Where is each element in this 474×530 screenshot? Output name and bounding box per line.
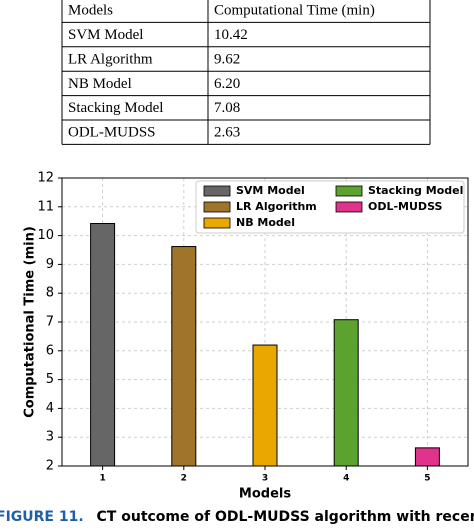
- caption-label: FIGURE 11.: [0, 509, 84, 525]
- legend-label: LR Algorithm: [236, 200, 317, 213]
- legend-swatch: [335, 201, 363, 213]
- plot-frame: [61, 177, 469, 467]
- table-cell: Stacking Model: [68, 100, 163, 116]
- x-tick-label: 5: [424, 474, 430, 484]
- x-tick-label: 3: [262, 474, 268, 484]
- bar: [171, 246, 197, 467]
- x-axis-label: Models: [239, 487, 291, 502]
- legend-label: NB Model: [236, 216, 295, 229]
- x-tick-label: 1: [99, 474, 105, 484]
- legend-label: ODL-MUDSS: [368, 200, 442, 213]
- x-tick-label: 2: [181, 474, 187, 484]
- table-header: Computational Time (min): [214, 3, 375, 19]
- table-cell: ODL-MUDSS: [68, 125, 156, 141]
- table-cell: LR Algorithm: [68, 51, 153, 67]
- legend-swatch: [203, 185, 231, 197]
- y-tick-label: 7: [46, 315, 54, 330]
- legend-swatch: [203, 217, 231, 229]
- legend-box: [195, 180, 465, 234]
- y-tick-label: 12: [37, 171, 54, 186]
- bar: [90, 223, 116, 467]
- y-tick-label: 2: [46, 459, 54, 474]
- table-cell: 2.63: [214, 125, 240, 141]
- bar: [333, 319, 359, 467]
- y-tick-label: 11: [37, 199, 54, 214]
- caption: FIGURE 11. CT outcome of ODL-MUDSS algor…: [0, 509, 474, 525]
- x-tick-label: 4: [343, 474, 349, 484]
- bar: [252, 344, 278, 467]
- table-cell: SVM Model: [68, 27, 143, 43]
- table-cell: NB Model: [68, 76, 132, 92]
- y-tick-label: 4: [46, 401, 54, 416]
- legend-label: SVM Model: [236, 184, 305, 197]
- legend-swatch: [335, 185, 363, 197]
- y-tick-label: 6: [46, 343, 54, 358]
- table-cell: 10.42: [214, 27, 248, 43]
- legend-label: Stacking Model: [368, 184, 463, 197]
- table-cell: 9.62: [214, 51, 240, 67]
- table-cell: 6.20: [214, 76, 240, 92]
- table: Models Computational Time (min) SVM Model 1…: [61, 0, 431, 145]
- table-cell: 7.08: [214, 100, 240, 116]
- legend-swatch: [203, 201, 231, 213]
- y-tick-label: 8: [46, 286, 54, 301]
- y-tick-label: 10: [37, 228, 54, 243]
- y-tick-label: 3: [46, 430, 54, 445]
- y-tick-label: 5: [46, 372, 54, 387]
- table-header: Models: [68, 3, 113, 19]
- caption-text: CT outcome of ODL-MUDSS algorithm with r…: [97, 509, 474, 525]
- y-axis-label: Computational Time (min): [23, 226, 38, 418]
- bar: [414, 447, 440, 467]
- y-tick-label: 9: [46, 257, 54, 272]
